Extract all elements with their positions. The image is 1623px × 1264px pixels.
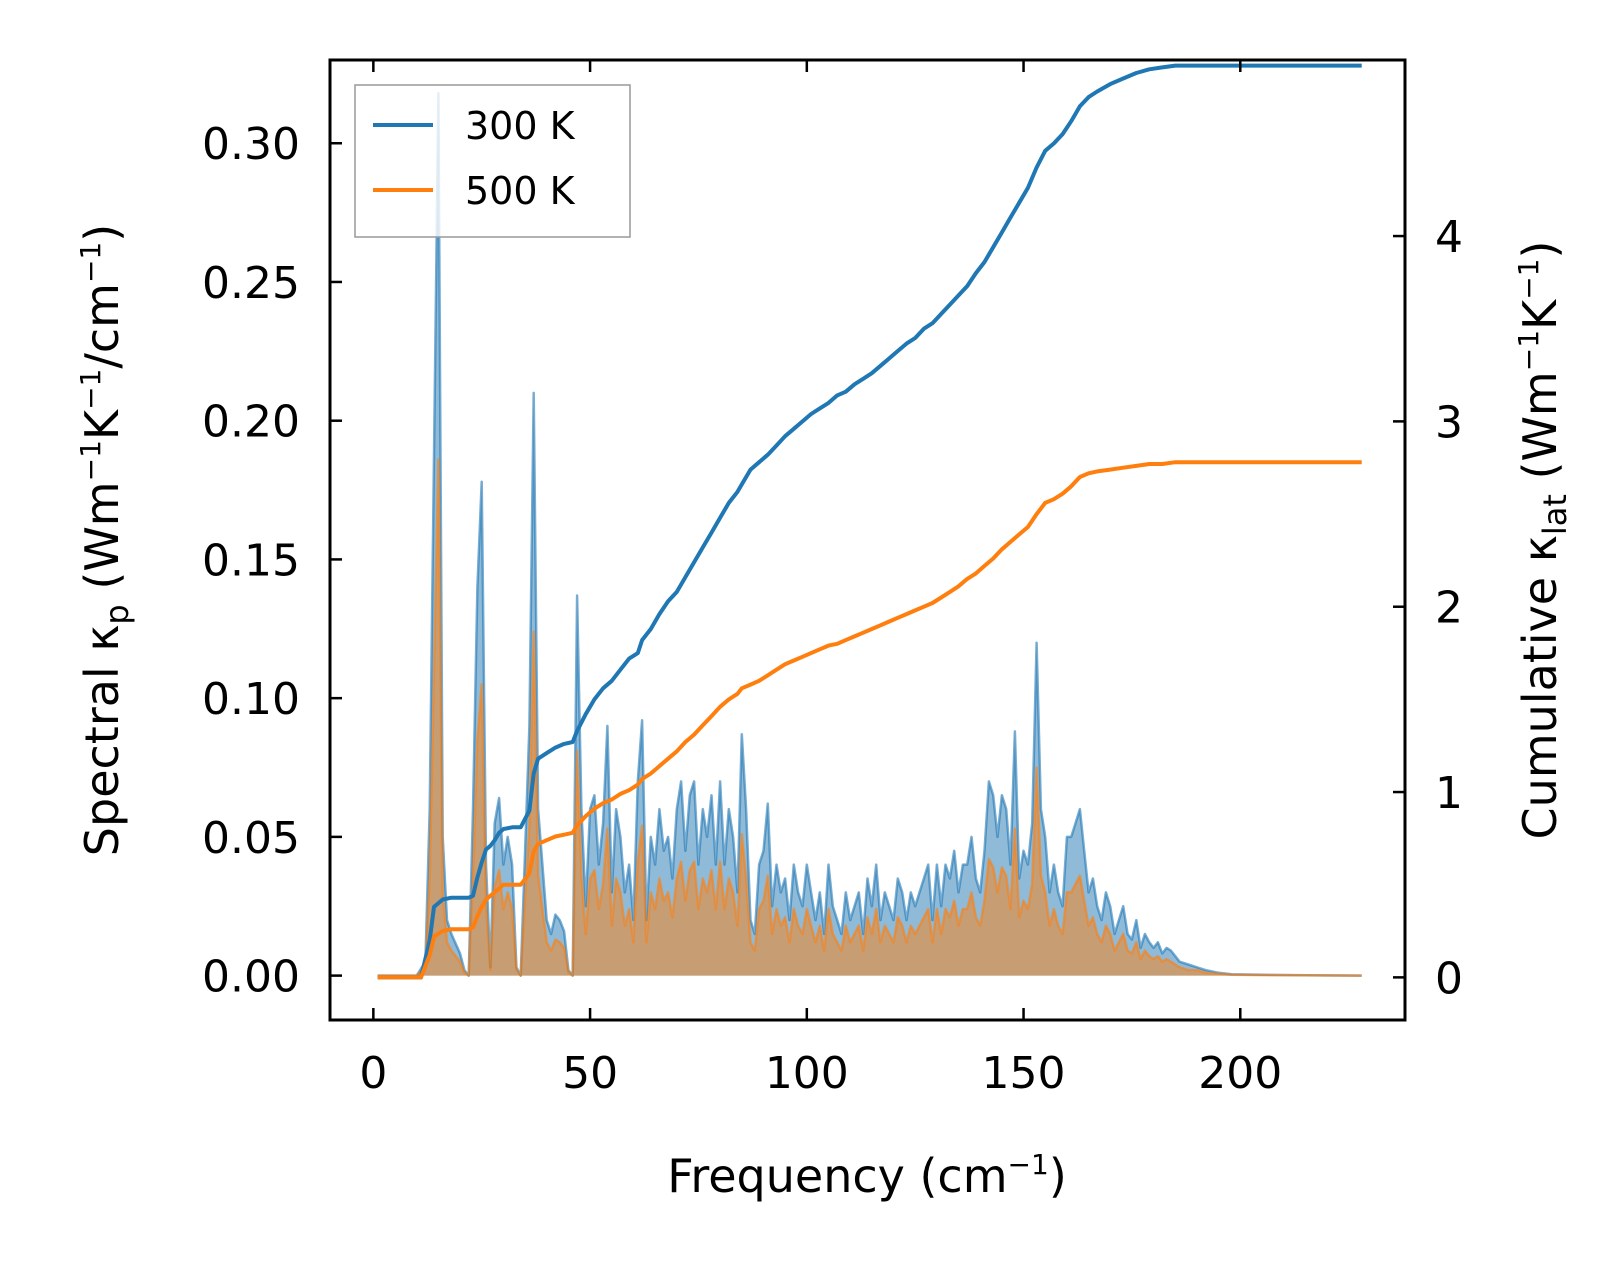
y-left-axis-label: Spectral κp (Wm−1K−1/cm−1) xyxy=(74,224,136,856)
x-axis-ticks: 0 50 100 150 200 xyxy=(359,60,1282,1099)
x-tick-label: 200 xyxy=(1198,1048,1282,1099)
y-left-tick-label: 0.25 xyxy=(202,258,300,309)
y-left-tick-label: 0.30 xyxy=(202,119,300,170)
y-right-tick-label: 1 xyxy=(1435,768,1463,819)
legend: 300 K 500 K xyxy=(354,84,631,238)
legend-label-500k: 500 K xyxy=(465,169,576,213)
cumulative-line-500k xyxy=(377,460,1362,980)
spectral-lines xyxy=(377,92,1362,977)
y-right-tick-label: 3 xyxy=(1435,397,1463,448)
y-left-tick-label: 0.10 xyxy=(202,674,300,725)
legend-label-300k: 300 K xyxy=(465,104,576,148)
spectral-line-300k xyxy=(377,92,1362,977)
y-right-tick-label: 4 xyxy=(1435,212,1463,263)
cumulative-lines xyxy=(377,63,1362,980)
plot-frame xyxy=(328,58,1407,1022)
x-tick-label: 0 xyxy=(359,1048,387,1099)
y-left-tick-label: 0.15 xyxy=(202,535,300,586)
x-tick-label: 150 xyxy=(982,1048,1066,1099)
y-right-axis-label: Cumulative κlat (Wm−1K−1) xyxy=(1512,241,1574,840)
x-tick-label: 100 xyxy=(765,1048,849,1099)
legend-box xyxy=(354,84,631,238)
y-left-tick-label: 0.05 xyxy=(202,813,300,864)
y-right-tick-label: 0 xyxy=(1435,953,1463,1004)
x-axis-label: Frequency (cm−1) xyxy=(667,1148,1067,1203)
y-left-axis-ticks: 0.00 0.05 0.10 0.15 0.20 0.25 0.30 xyxy=(202,119,342,1003)
y-right-tick-label: 2 xyxy=(1435,583,1463,634)
x-tick-label: 50 xyxy=(562,1048,618,1099)
spectral-line-500k xyxy=(377,458,1362,977)
y-left-tick-label: 0.20 xyxy=(202,397,300,448)
y-right-axis-ticks: 0 1 2 3 4 xyxy=(1393,212,1463,1004)
cumulative-line-300k xyxy=(377,63,1362,980)
y-left-tick-label: 0.00 xyxy=(202,952,300,1003)
